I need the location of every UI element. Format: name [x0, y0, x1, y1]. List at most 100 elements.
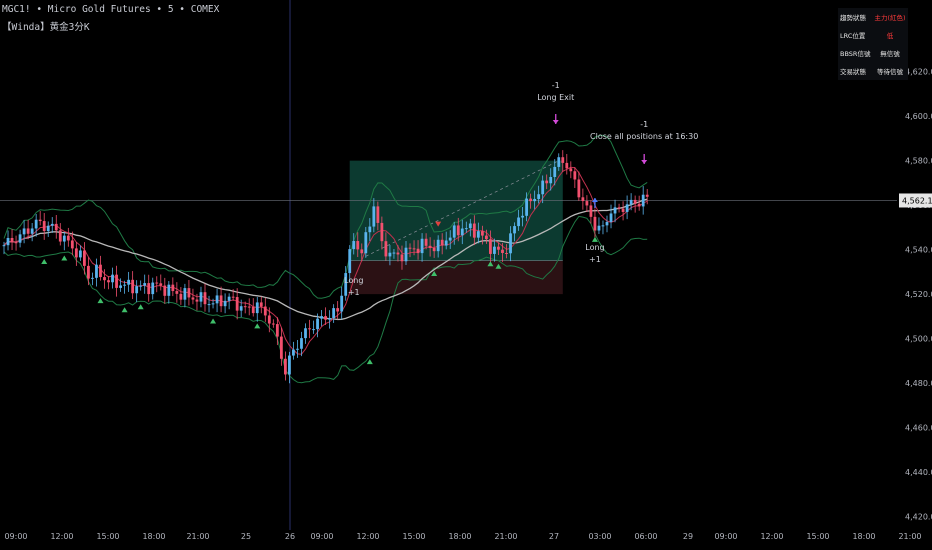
candle-body: [135, 286, 139, 294]
signal-triangle: [591, 236, 598, 242]
candle-body: [175, 291, 179, 294]
candle-body: [115, 274, 118, 288]
price-tick-label: 4,460.0: [905, 424, 932, 433]
candle-body: [472, 223, 476, 238]
time-tick-label: 21:00: [898, 532, 921, 541]
candle-body: [525, 198, 528, 216]
candle-body: [243, 306, 247, 308]
candle-body: [372, 206, 376, 227]
annotation-label: Long: [344, 276, 363, 285]
candle-body: [641, 194, 645, 207]
signal-triangle: [41, 259, 48, 265]
status-label: BBSR信號: [838, 44, 873, 62]
signal-arrow-head: [552, 120, 559, 124]
candle-body: [2, 245, 6, 247]
candle-body: [356, 241, 360, 250]
candle-body: [480, 231, 484, 236]
status-value: 等待信號: [872, 62, 908, 80]
candle-body: [428, 245, 432, 248]
candle-body: [328, 318, 332, 320]
candle-body: [292, 349, 295, 356]
candle-body: [424, 238, 428, 246]
price-tick-label: 4,420.0: [905, 513, 932, 522]
candle-body: [637, 203, 641, 207]
candle-body: [316, 318, 319, 330]
time-tick-label: 09:00: [310, 532, 333, 541]
last-price-badge: [899, 193, 932, 208]
candle-body: [468, 223, 472, 229]
candle-body: [444, 240, 448, 246]
candle-body: [392, 252, 396, 254]
price-axis[interactable]: 4,420.0 4,440.0 4,460.0 4,480.0 4,500.0 4,520…: [899, 68, 932, 522]
candle-body: [103, 277, 106, 281]
candle-body: [565, 162, 569, 169]
candle-body: [448, 237, 452, 241]
candle-body: [569, 168, 573, 172]
candle-body: [163, 285, 167, 296]
price-tick-label: 4,520.0: [905, 290, 932, 299]
candle-body: [416, 248, 420, 254]
candle-body: [203, 292, 207, 305]
candle-body: [18, 234, 22, 243]
candle-body: [376, 206, 380, 223]
time-tick-label: 26: [285, 532, 295, 541]
candle-body: [179, 293, 183, 300]
candle-body: [147, 283, 151, 295]
upper-band-line: [3, 134, 648, 299]
time-axis[interactable]: 09:00 12:00 15:00 18:00 21:00 25 26 09:00 12:00 1…: [4, 532, 921, 541]
candle-body: [247, 306, 251, 308]
candle-body: [191, 297, 195, 300]
time-tick-label: 09:00: [714, 532, 737, 541]
candle-body: [380, 222, 384, 242]
status-table: 趨勢狀態 主力(紅色) LRC位置 低 BBSR信號 無信號 交易狀態 等待信號: [838, 8, 908, 80]
candle-body: [30, 228, 34, 234]
candle-body: [78, 250, 82, 258]
candle-body: [38, 219, 42, 222]
signal-arrow-head: [591, 198, 598, 202]
candle-body: [404, 247, 408, 262]
annotation-sub: Long Exit: [537, 93, 574, 102]
candle-body: [533, 198, 537, 202]
candle-body: [54, 223, 58, 231]
price-tick-label: 4,440.0: [905, 468, 932, 477]
candle-body: [476, 231, 480, 238]
time-tick-label: 18:00: [448, 532, 471, 541]
price-tick-label: 4,480.0: [905, 379, 932, 388]
candle-body: [251, 306, 255, 314]
price-tick-label: 4,600.0: [905, 112, 932, 121]
candle-body: [87, 265, 90, 279]
signal-triangle: [61, 255, 68, 261]
candle-body: [364, 232, 368, 254]
candle-body: [517, 217, 520, 227]
price-tick-label: 4,580.0: [905, 157, 932, 166]
candle-body: [95, 264, 98, 278]
candle-body: [593, 216, 597, 231]
candle-body: [509, 233, 512, 254]
candle-body: [344, 273, 348, 296]
time-tick-label: 25: [241, 532, 251, 541]
signal-triangle: [495, 263, 502, 269]
candle-body: [396, 252, 400, 255]
candle-body: [304, 328, 307, 339]
candle-body: [609, 213, 613, 222]
annotation-sub: Close all positions at 16:30: [590, 132, 698, 141]
annotation-label: Long: [585, 243, 604, 252]
signal-triangle: [210, 318, 217, 324]
candle-body: [62, 235, 66, 242]
candle-body: [621, 208, 625, 212]
status-row-bbsr: BBSR信號 無信號: [838, 44, 908, 62]
status-row-trade: 交易狀態 等待信號: [838, 62, 908, 80]
candle-body: [573, 171, 577, 180]
candle-body: [553, 166, 557, 177]
candle-body: [215, 295, 219, 304]
price-tick-label: 4,500.0: [905, 335, 932, 344]
candle-body: [368, 226, 372, 233]
candle-body: [22, 228, 26, 235]
candle-body: [625, 204, 629, 212]
candle-body: [384, 241, 388, 257]
status-row-trend: 趨勢狀態 主力(紅色): [838, 8, 908, 26]
candle-body: [529, 198, 533, 202]
last-price-label: 4,562.1: [902, 196, 932, 205]
candle-body: [271, 323, 275, 325]
